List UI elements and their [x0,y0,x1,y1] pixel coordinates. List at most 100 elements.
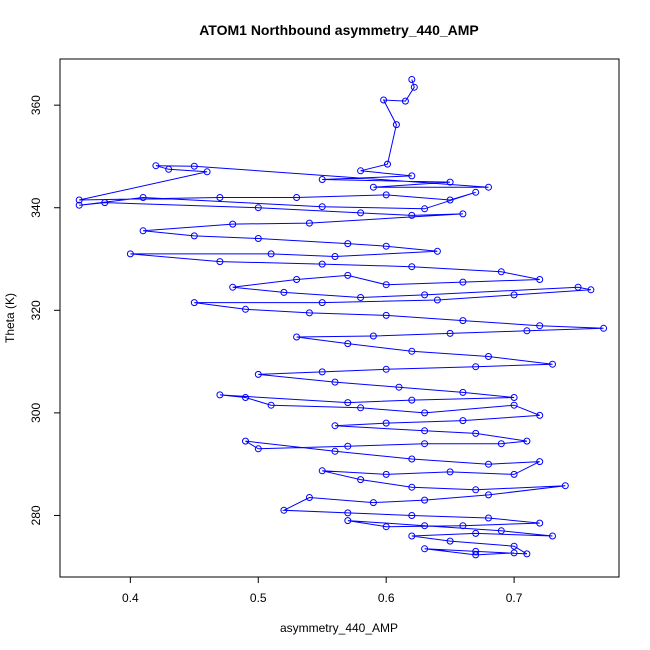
data-point [472,363,480,371]
data-point [392,121,400,129]
data-point [229,220,237,228]
data-point [510,291,518,299]
data-point [421,522,429,530]
x-tick-label: 0.7 [506,591,523,605]
data-point [561,482,569,490]
data-point [382,311,390,319]
data-point [280,506,288,514]
data-point [446,537,454,545]
data-point [357,209,365,217]
data-point [357,404,365,412]
data-point [472,547,480,555]
data-point [384,160,391,168]
data-point [280,288,288,296]
data-point [382,242,390,250]
data-point [421,205,429,213]
data-point [485,353,492,360]
data-point [203,168,211,176]
data-point [446,329,454,337]
data-point [523,437,531,445]
data-point [331,253,339,260]
data-point [344,399,352,407]
data-point [510,470,518,478]
y-tick-label: 320 [29,300,43,320]
data-point [410,83,418,91]
data-point [421,496,429,504]
data-point [408,172,416,180]
data-point [485,183,492,191]
data-point [485,460,492,468]
data-point [369,183,377,191]
data-point [344,271,352,279]
data-point [369,499,377,507]
data-point [574,283,582,291]
data-point [408,483,416,491]
data-point [369,332,377,340]
data-point [344,340,352,348]
data-point [408,396,416,404]
x-tick-label: 0.6 [378,591,395,605]
plot-frame [59,58,620,578]
data-point [459,278,467,286]
data-point [549,360,556,368]
data-point [433,247,441,255]
data-point [190,232,198,240]
data-point [216,194,224,201]
data-point [408,532,416,540]
data-point [267,250,275,258]
y-axis-label: Theta (K) [3,293,17,343]
data-point [408,263,416,271]
data-point [305,494,313,501]
y-tick-label: 300 [29,403,43,423]
x-axis-label: asymmetry_440_AMP [280,621,398,635]
chart-title: ATOM1 Northbound asymmetry_440_AMP [199,22,479,38]
data-point [549,532,556,540]
data-point [421,545,429,553]
data-point [600,324,608,332]
data-point [459,210,467,218]
data-point [497,440,505,448]
data-point [293,276,301,283]
data-point [421,291,429,299]
data-point [510,401,518,409]
data-point [510,394,518,401]
data-point [523,327,531,335]
data-point [408,211,416,219]
data-point [408,76,416,83]
data-point [344,442,352,450]
x-axis: 0.4 0.5 0.6 0.7 [122,576,523,605]
data-point [459,388,467,396]
data-point [318,260,326,268]
data-point [331,447,339,455]
data-point [510,542,518,550]
data-point [536,276,544,283]
data-point [318,299,326,307]
data-point [408,455,416,463]
data-point [357,294,365,301]
y-tick-label: 340 [29,197,43,217]
data-point [254,370,262,378]
data-point [395,383,403,391]
series-layer [75,76,608,559]
data-point [318,467,326,475]
data-point [318,176,326,183]
data-point [331,378,339,386]
data-point [318,368,326,376]
data-point [165,165,173,173]
data-point [216,391,224,399]
data-point [357,167,365,175]
data-point [523,550,531,558]
data-point [344,517,352,525]
data-point [433,296,441,304]
data-point [382,523,390,531]
data-point [190,299,198,307]
data-point [421,409,429,417]
data-point [497,268,505,276]
data-point [421,427,429,435]
data-point [485,514,492,522]
data-point [408,347,416,355]
x-tick-label: 0.5 [250,591,267,605]
data-point [305,309,313,317]
y-axis: 280 300 320 340 360 [29,95,61,525]
